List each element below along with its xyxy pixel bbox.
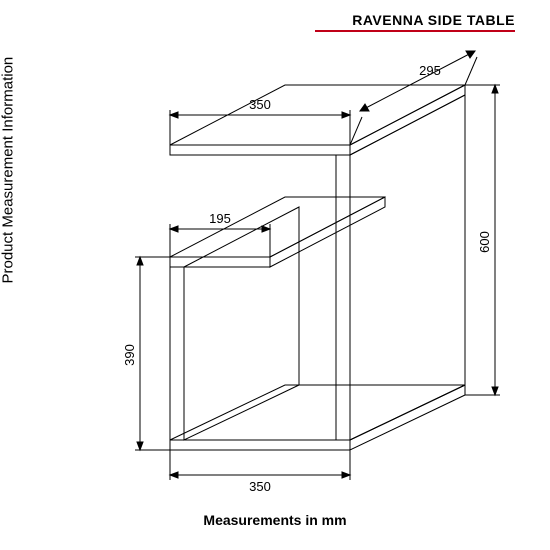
dim-top-width	[170, 110, 350, 145]
dim-text-top-width: 350	[249, 97, 271, 112]
header: RAVENNA SIDE TABLE	[315, 12, 515, 32]
dim-shelf-width	[170, 224, 270, 257]
dim-text-left-height: 390	[122, 344, 137, 366]
dim-base-width	[170, 450, 350, 480]
top-panel	[170, 85, 465, 155]
left-support	[170, 207, 299, 440]
dim-left-height	[135, 257, 170, 450]
title-underline	[315, 30, 515, 32]
middle-shelf	[170, 197, 385, 267]
footer-label: Measurements in mm	[0, 512, 550, 528]
furniture-diagram: 350 295 195 390 600 350	[0, 45, 550, 515]
dim-top-depth	[350, 51, 477, 145]
diagram-container: 350 295 195 390 600 350	[0, 45, 550, 515]
right-support	[336, 95, 465, 440]
dim-text-top-depth: 295	[419, 63, 441, 78]
dim-text-base-width: 350	[249, 479, 271, 494]
product-title: RAVENNA SIDE TABLE	[315, 12, 515, 28]
base-panel	[170, 385, 465, 450]
dim-text-shelf-width: 195	[209, 211, 231, 226]
dim-text-total-height: 600	[477, 231, 492, 253]
